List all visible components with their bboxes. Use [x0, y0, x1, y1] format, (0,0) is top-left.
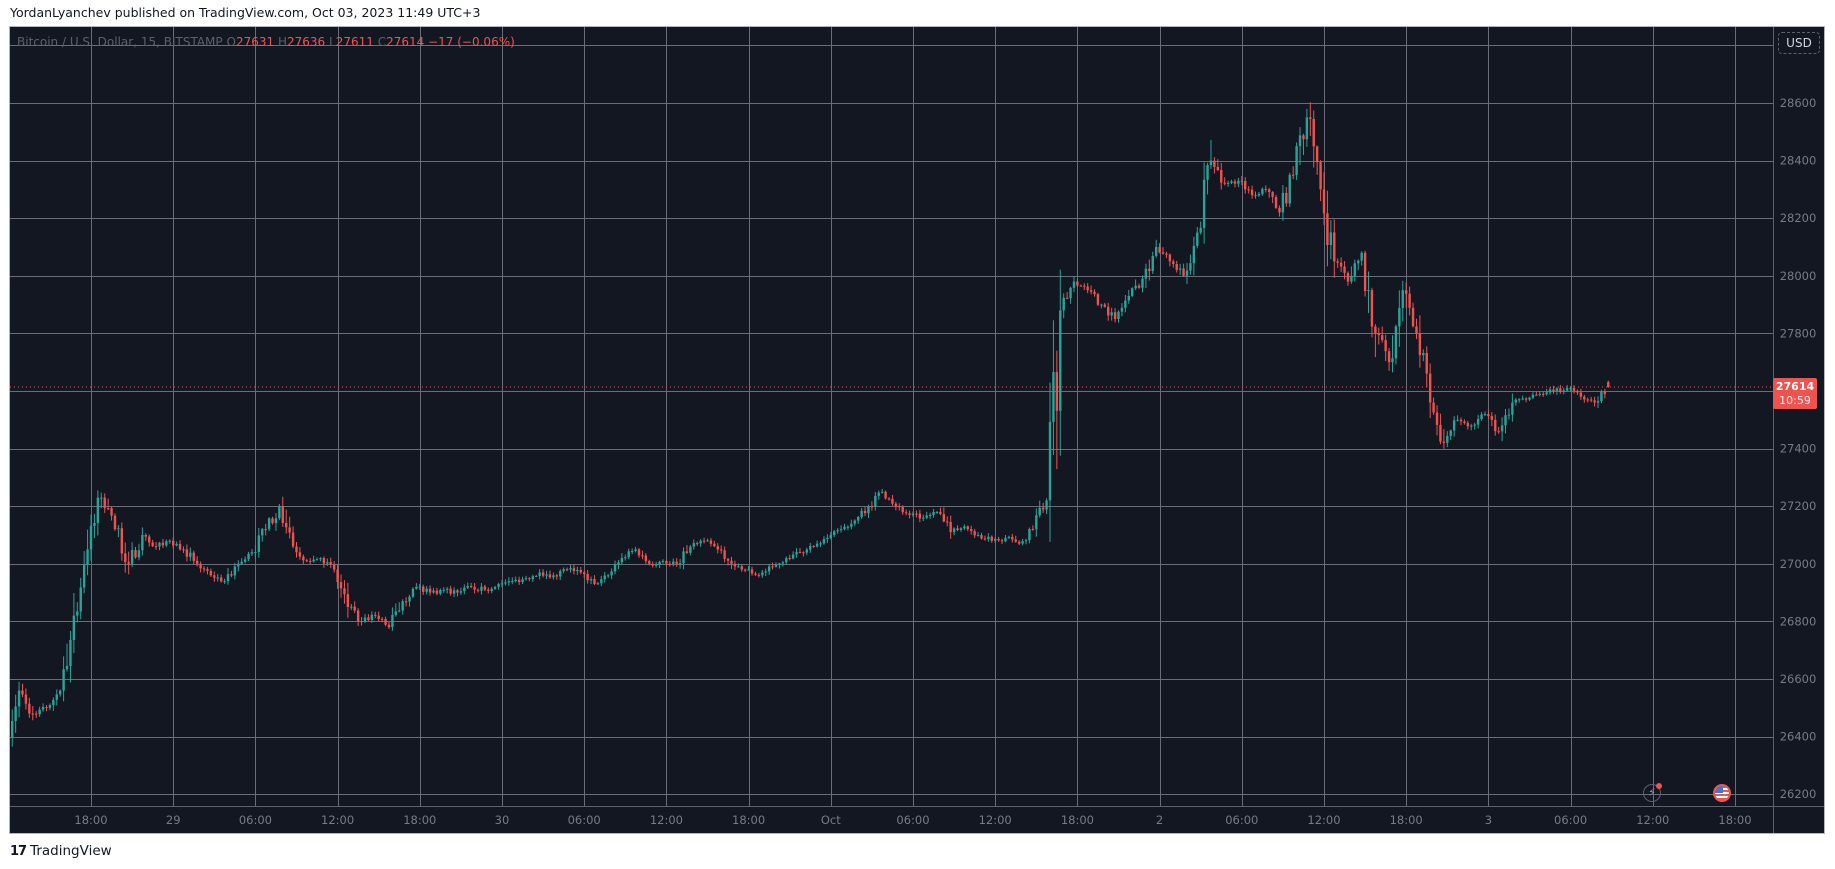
high-label: H — [277, 35, 287, 49]
chart-layer: 2620026400266002680027000272002740027600… — [10, 27, 1824, 833]
high-value: 27636 — [286, 35, 326, 49]
time-tick-label: 06:00 — [896, 813, 929, 827]
price-tick-label: 28400 — [1780, 154, 1817, 168]
time-tick-label: 12:00 — [321, 813, 354, 827]
price-tick-label: 26400 — [1780, 730, 1817, 744]
candles — [11, 102, 1610, 747]
time-tick-label: 12:00 — [1636, 813, 1669, 827]
time-tick-label: 3 — [1485, 813, 1492, 827]
close-label: C — [377, 35, 387, 49]
currency-button[interactable]: USD — [1778, 32, 1820, 54]
price-tick-label: 27400 — [1780, 442, 1817, 456]
time-tick-label: 06:00 — [1554, 813, 1587, 827]
time-tick-label: 18:00 — [403, 813, 436, 827]
low-label: L — [329, 35, 336, 49]
close-value: 27614 — [386, 35, 425, 49]
time-tick-label: 06:00 — [1225, 813, 1258, 827]
change-value: −17 (−0.06%) — [428, 35, 515, 49]
price-tick-label: 28600 — [1780, 96, 1817, 110]
tradingview-logo[interactable]: 17 TradingView — [10, 843, 112, 859]
low-value: 27611 — [335, 35, 374, 49]
time-tick-label: 18:00 — [732, 813, 765, 827]
price-tick-label: 28200 — [1780, 211, 1817, 225]
chart-pane[interactable]: 2620026400266002680027000272002740027600… — [9, 26, 1825, 834]
time-tick-label: 18:00 — [1390, 813, 1423, 827]
open-value: 27631 — [235, 35, 275, 49]
time-tick-label: 29 — [166, 813, 181, 827]
us-flag-event-icon[interactable] — [1713, 784, 1731, 802]
last-price-value: 27614 — [1775, 380, 1815, 393]
time-tick-label: Oct — [821, 813, 841, 827]
time-tick-label: 18:00 — [1061, 813, 1094, 827]
ohlc-legend: Bitcoin / U.S. Dollar, 15, BITSTAMP O276… — [17, 35, 515, 49]
price-tick-label: 26600 — [1780, 672, 1817, 686]
time-tick-label: 18:00 — [74, 813, 107, 827]
time-tick-label: 06:00 — [568, 813, 601, 827]
bar-countdown: 10:59 — [1779, 394, 1811, 407]
tv-logo-icon: 17 — [10, 843, 27, 859]
open-label: O — [226, 35, 236, 49]
price-tick-label: 27800 — [1780, 326, 1817, 340]
symbol-description: Bitcoin / U.S. Dollar, 15, BITSTAMP — [17, 35, 223, 49]
price-tick-label: 26800 — [1780, 614, 1817, 628]
notification-dot — [1656, 783, 1662, 789]
flag-canton — [1715, 786, 1723, 793]
brand-name: TradingView — [30, 843, 112, 859]
lightning-event-icon[interactable]: ⚡ — [1643, 783, 1662, 802]
time-tick-label: 06:00 — [239, 813, 272, 827]
time-tick-label: 2 — [1156, 813, 1163, 827]
price-tick-label: 27200 — [1780, 499, 1817, 513]
time-tick-label: 30 — [495, 813, 510, 827]
price-tick-label: 28000 — [1780, 269, 1817, 283]
time-tick-label: 12:00 — [1307, 813, 1340, 827]
price-tick-label: 26200 — [1780, 787, 1817, 801]
publish-header: YordanLyanchev published on TradingView.… — [10, 5, 481, 20]
time-tick-label: 18:00 — [1718, 813, 1751, 827]
last-price-label: 27614 10:59 — [1773, 378, 1817, 409]
candlestick-chart[interactable]: 2620026400266002680027000272002740027600… — [10, 27, 1824, 833]
time-tick-label: 12:00 — [650, 813, 683, 827]
time-tick-label: 12:00 — [979, 813, 1012, 827]
price-tick-label: 27000 — [1780, 557, 1817, 571]
